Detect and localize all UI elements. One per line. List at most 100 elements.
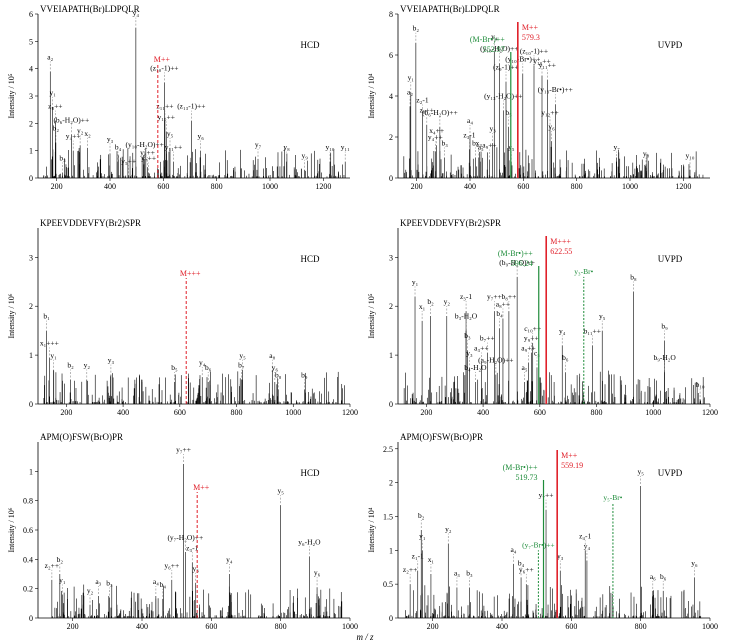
y-tick-label: 3 bbox=[389, 253, 393, 262]
peak-label: y₃ bbox=[193, 564, 200, 573]
peak-label: y₁₀ bbox=[686, 151, 695, 160]
x-tick-label: 1200 bbox=[675, 182, 691, 191]
panel-b-UVPD: 200 400 600 800 1000 1200 0 1 2 3 Intensity / 10⁵ U… bbox=[367, 218, 718, 417]
peak-label: b₅ bbox=[505, 108, 512, 117]
panel-a-HCD: 200 400 600 800 1000 1200 0 1 2 3 4 5 6 Intensity / 1… bbox=[7, 4, 350, 191]
peak-label: y₂ bbox=[445, 525, 452, 534]
peak-label: b₃-H₂O bbox=[455, 312, 478, 321]
x-tick-label: 400 bbox=[496, 622, 508, 631]
peak-label: y₆ bbox=[691, 558, 698, 567]
y-axis-label: Intensity / 10⁵ bbox=[7, 73, 16, 118]
peak-label: a₅ bbox=[522, 363, 528, 372]
loss-peak-label: (M-Br•)++ bbox=[470, 35, 505, 44]
panel-b-HCD: 200 400 600 800 1000 1200 0 1 2 3 Intensity / 10⁶ H… bbox=[7, 218, 358, 417]
peak-label: y₇++ bbox=[141, 154, 156, 163]
peak-label: b₂ bbox=[418, 511, 425, 520]
y-tick-label: 3 bbox=[29, 92, 33, 101]
panel-c-HCD: 200 400 600 800 1000 0 0.2 0.4 0.6 0.8 1 Intensity … bbox=[7, 432, 358, 631]
peak-label: y₆ bbox=[548, 122, 555, 131]
peak-label: x₁ bbox=[428, 555, 435, 564]
peak-label: b₂ bbox=[427, 297, 434, 306]
peak-label: y₃ bbox=[107, 134, 114, 143]
x-tick-label: 200 bbox=[420, 408, 432, 417]
precursor-label: M++ bbox=[561, 451, 578, 460]
peak-label: y₆ bbox=[197, 132, 204, 141]
sequence-label: VVEIAPATH(Br)LDPQLR bbox=[400, 4, 500, 14]
y-tick-label: 0.5 bbox=[383, 580, 393, 589]
y-axis-label: Intensity / 10⁵ bbox=[367, 293, 376, 338]
precursor-label: M++ bbox=[522, 23, 539, 32]
y-tick-label: 2.5 bbox=[383, 445, 393, 454]
x-tick-label: 1000 bbox=[622, 182, 638, 191]
peak-label: z₄-1 bbox=[579, 531, 591, 540]
peak-label: a₈ bbox=[269, 351, 275, 360]
y-tick-label: 0.6 bbox=[23, 526, 33, 535]
x-tick-label: 600 bbox=[174, 408, 186, 417]
peak-label: y₃ bbox=[466, 348, 473, 357]
x-tick-label: 400 bbox=[464, 182, 476, 191]
peak-label: a₄ bbox=[467, 116, 473, 125]
peak-label: x₂ bbox=[84, 129, 91, 138]
x-tick-label: 800 bbox=[231, 408, 243, 417]
panel-title: UVPD bbox=[658, 468, 683, 478]
peak-label: y₁₀++ bbox=[158, 113, 175, 122]
x-tick-label: 400 bbox=[136, 622, 148, 631]
peak-label: y₂ bbox=[87, 586, 94, 595]
peak-label: y₁₂++ bbox=[541, 108, 558, 117]
peak-label: b₄-H₂O bbox=[464, 363, 487, 372]
y-tick-label: 0 bbox=[389, 614, 393, 623]
precursor-label: M+++ bbox=[180, 269, 201, 278]
peak-label: z₂++ bbox=[403, 565, 417, 574]
panel-title: UVPD bbox=[658, 40, 683, 50]
peak-label: y₁ bbox=[412, 277, 419, 286]
peak-label: x₃ bbox=[476, 139, 483, 148]
y-tick-label: 2 bbox=[389, 479, 393, 488]
x-tick-label: 1200 bbox=[702, 408, 718, 417]
peak-label: (y₁₀-H₂O)++ bbox=[480, 44, 518, 53]
peak-label: x₁ bbox=[419, 302, 426, 311]
panel-c-UVPD: 200 400 600 800 1000 0 0.5 1 1.5 2 2.5 Intensity / … bbox=[367, 432, 718, 631]
peak-label: b₄ bbox=[472, 139, 479, 148]
x-tick-label: 600 bbox=[534, 408, 546, 417]
peak-label: y₇++ bbox=[487, 292, 502, 301]
x-tick-label: 200 bbox=[67, 622, 79, 631]
x-tick-label: 200 bbox=[411, 182, 423, 191]
y-tick-label: 4 bbox=[29, 65, 33, 74]
peak-label: y₁ bbox=[49, 88, 56, 97]
green-peak-label: (y₇-Br•)++ bbox=[522, 540, 554, 549]
peak-label: b₃ bbox=[464, 331, 471, 340]
peak-label: y₅ bbox=[167, 129, 174, 138]
peak-label: a₉++ bbox=[521, 343, 535, 352]
peak-label: y₅ bbox=[637, 467, 644, 476]
peak-label: y₃ bbox=[489, 124, 496, 133]
y-tick-label: 3 bbox=[29, 253, 33, 262]
peak-label: b₅ bbox=[171, 363, 178, 372]
x-tick-label: 400 bbox=[104, 182, 116, 191]
peak-label: b₈++ bbox=[501, 292, 516, 301]
panel-title: UVPD bbox=[658, 254, 683, 264]
y-axis-label: Intensity / 10⁶ bbox=[7, 293, 16, 338]
panel-title: HCD bbox=[300, 254, 320, 264]
x-tick-label: 1000 bbox=[702, 622, 718, 631]
peak-label: x₄++ bbox=[429, 126, 444, 135]
peak-label: b₃ bbox=[59, 154, 66, 163]
peak-label: y₉ bbox=[301, 151, 308, 160]
peak-label: a₆ bbox=[650, 572, 656, 581]
x-tick-label: 600 bbox=[157, 182, 169, 191]
peak-label: y₆++ bbox=[519, 565, 534, 574]
x-tick-label: 800 bbox=[275, 622, 287, 631]
peak-label: y₁ bbox=[50, 351, 57, 360]
x-tick-label: 400 bbox=[477, 408, 489, 417]
peak-label: a₃++ bbox=[474, 343, 488, 352]
peak-label: y₆++ bbox=[164, 561, 179, 570]
x-tick-label: 1000 bbox=[645, 408, 661, 417]
x-tick-label: 200 bbox=[51, 182, 63, 191]
peak-label: y₄ bbox=[226, 555, 233, 564]
precursor-label: M++ bbox=[154, 55, 171, 64]
peak-label: a₃ bbox=[454, 569, 460, 578]
y-tick-label: 0.2 bbox=[23, 585, 33, 594]
loss-peak-value: 552.97 bbox=[483, 45, 505, 54]
peak-label: b₄ bbox=[115, 143, 122, 152]
peak-label: z₃-1 bbox=[463, 130, 475, 139]
peak-label: y₁ bbox=[59, 576, 66, 585]
